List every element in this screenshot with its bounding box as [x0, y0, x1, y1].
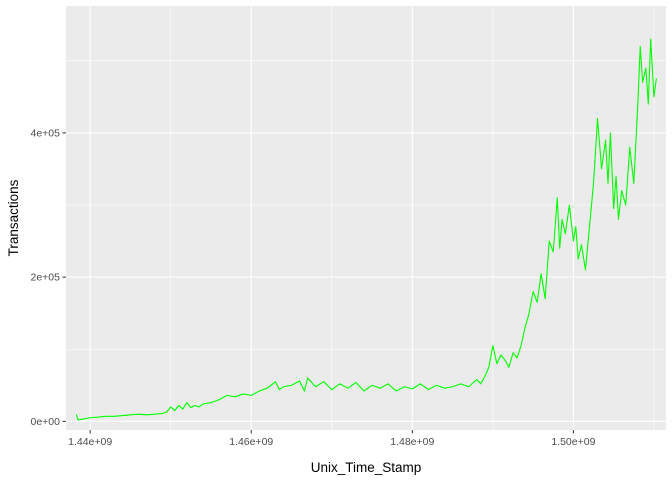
y-axis: 0e+00 2e+05 4e+05	[31, 128, 66, 428]
x-axis: 1.44e+09 1.46e+09 1.48e+09 1.50e+09	[68, 430, 596, 448]
series-layer	[75, 38, 657, 421]
x-axis-title: Unix_Time_Stamp	[311, 460, 422, 475]
major-gridlines	[66, 6, 666, 430]
y-tick-label: 4e+05	[31, 128, 61, 140]
plot-panel	[66, 6, 666, 430]
y-tick-label: 0e+00	[31, 416, 61, 428]
series-line	[75, 38, 657, 421]
x-tick-label: 1.50e+09	[551, 436, 595, 448]
x-tick-label: 1.46e+09	[229, 436, 273, 448]
x-tick-label: 1.44e+09	[68, 436, 112, 448]
y-axis-title: Transactions	[6, 179, 21, 256]
y-tick-label: 2e+05	[31, 272, 61, 284]
minor-gridlines	[66, 6, 666, 430]
x-tick-label: 1.48e+09	[390, 436, 434, 448]
